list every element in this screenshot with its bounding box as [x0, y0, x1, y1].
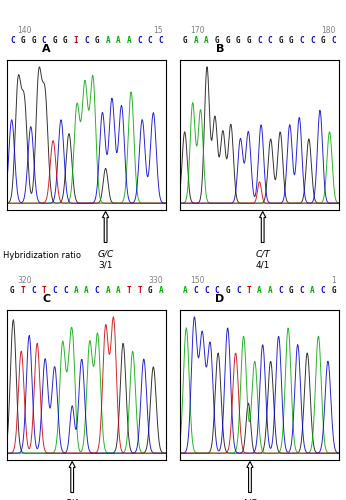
Text: G: G	[236, 36, 240, 45]
Text: C: C	[279, 286, 283, 295]
Text: C: C	[310, 36, 315, 45]
Text: A/G: A/G	[242, 499, 258, 500]
Text: A: A	[158, 286, 163, 295]
Text: G: G	[215, 36, 219, 45]
Text: C: C	[257, 36, 262, 45]
Text: C/A: C/A	[64, 499, 80, 500]
Text: C: C	[84, 36, 89, 45]
Text: C: C	[236, 286, 240, 295]
Text: I: I	[74, 36, 78, 45]
Text: C: C	[193, 286, 198, 295]
Text: T: T	[20, 286, 25, 295]
Text: 15: 15	[153, 26, 163, 35]
Text: G: G	[247, 36, 251, 45]
Text: A: A	[127, 36, 131, 45]
Text: 3/1: 3/1	[98, 260, 113, 270]
Text: G: G	[331, 286, 336, 295]
Text: G: G	[225, 36, 230, 45]
Text: C: C	[10, 36, 15, 45]
Text: A: A	[183, 286, 188, 295]
Text: A: A	[106, 286, 110, 295]
Text: A: A	[204, 36, 209, 45]
Text: Hybridization ratio: Hybridization ratio	[3, 251, 81, 260]
Text: G: G	[63, 36, 67, 45]
Text: G: G	[279, 36, 283, 45]
Text: C: C	[300, 286, 304, 295]
Text: G: G	[321, 36, 326, 45]
Text: C: C	[148, 36, 153, 45]
Text: G: G	[95, 36, 99, 45]
Text: C: C	[52, 286, 57, 295]
Text: T: T	[137, 286, 142, 295]
Text: A: A	[310, 286, 315, 295]
Text: C: C	[268, 36, 272, 45]
Text: C: C	[215, 286, 219, 295]
Text: G: G	[183, 36, 188, 45]
Text: G: G	[289, 286, 294, 295]
Text: A: A	[116, 36, 121, 45]
Text: C: C	[204, 286, 209, 295]
Text: G: G	[148, 286, 153, 295]
Text: G: G	[20, 36, 25, 45]
Text: C: C	[158, 36, 163, 45]
Text: 320: 320	[17, 276, 32, 285]
Text: G: G	[225, 286, 230, 295]
Text: C: C	[31, 286, 36, 295]
Text: C: C	[331, 36, 336, 45]
Text: C: C	[63, 286, 67, 295]
Text: A: A	[193, 36, 198, 45]
Text: G: G	[52, 36, 57, 45]
Text: G: G	[31, 36, 36, 45]
Text: D: D	[215, 294, 224, 304]
Text: C: C	[137, 36, 142, 45]
Text: 170: 170	[190, 26, 205, 35]
Text: C: C	[300, 36, 304, 45]
Text: C: C	[95, 286, 99, 295]
Text: 1: 1	[331, 276, 336, 285]
Text: A: A	[106, 36, 110, 45]
Text: C: C	[42, 36, 46, 45]
Text: G: G	[10, 286, 15, 295]
Text: 140: 140	[17, 26, 32, 35]
Text: A: A	[116, 286, 121, 295]
Text: 330: 330	[148, 276, 163, 285]
Text: 150: 150	[190, 276, 205, 285]
Text: A: A	[84, 286, 89, 295]
Text: C: C	[43, 294, 51, 304]
Text: A: A	[74, 286, 78, 295]
Text: T: T	[127, 286, 131, 295]
Text: G/C: G/C	[98, 249, 114, 258]
Text: T: T	[42, 286, 46, 295]
Text: A: A	[257, 286, 262, 295]
Text: G: G	[289, 36, 294, 45]
Text: B: B	[216, 44, 224, 54]
Text: 180: 180	[321, 26, 336, 35]
Text: C: C	[321, 286, 326, 295]
Text: C/T: C/T	[255, 249, 270, 258]
Text: A: A	[268, 286, 272, 295]
Text: A: A	[43, 44, 51, 54]
Text: 4/1: 4/1	[255, 260, 270, 270]
Text: T: T	[247, 286, 251, 295]
